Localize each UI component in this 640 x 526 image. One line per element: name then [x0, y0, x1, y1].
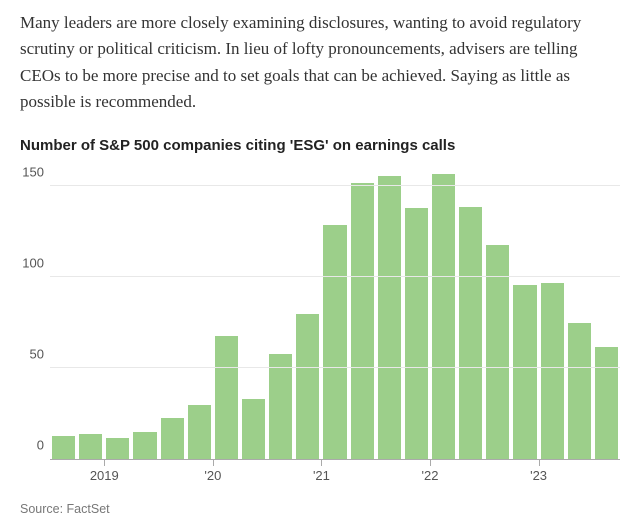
x-tick-label: '23	[530, 468, 547, 483]
bar	[161, 418, 184, 460]
x-tick	[213, 460, 214, 466]
intro-paragraph: Many leaders are more closely examining …	[20, 10, 620, 115]
bar	[215, 336, 238, 460]
x-tick-label: 2019	[90, 468, 119, 483]
gridline	[50, 185, 620, 186]
gridline	[50, 367, 620, 368]
bar	[242, 399, 265, 459]
chart-title: Number of S&P 500 companies citing 'ESG'…	[20, 137, 620, 154]
chart-source: Source: FactSet	[20, 502, 620, 516]
bar	[52, 436, 75, 460]
bar	[405, 208, 428, 459]
bar	[79, 434, 102, 459]
y-tick-label: 0	[37, 438, 44, 453]
bar	[269, 354, 292, 459]
bar	[296, 314, 319, 460]
bar	[323, 225, 346, 460]
bar	[188, 405, 211, 460]
x-tick	[104, 460, 105, 466]
plot-area	[50, 168, 620, 460]
bar	[106, 438, 129, 460]
bar	[513, 285, 536, 460]
x-axis: 2019 '20 '21 '22 '23	[50, 460, 620, 488]
bar	[378, 176, 401, 460]
bar	[351, 183, 374, 459]
x-tick	[430, 460, 431, 466]
y-tick-label: 150	[22, 164, 44, 179]
y-tick-label: 50	[30, 347, 44, 362]
bar	[133, 432, 156, 459]
x-tick-label: '22	[422, 468, 439, 483]
y-tick-label: 100	[22, 255, 44, 270]
bars-container	[50, 168, 620, 459]
bar	[432, 174, 455, 460]
bar	[541, 283, 564, 459]
bar	[595, 347, 618, 460]
gridline	[50, 276, 620, 277]
x-tick-label: '20	[204, 468, 221, 483]
bar	[486, 245, 509, 460]
x-tick-label: '21	[313, 468, 330, 483]
bar	[568, 323, 591, 459]
x-tick	[321, 460, 322, 466]
y-axis: 050100150	[20, 168, 50, 460]
chart: 050100150 2019'20'21'22'23	[20, 168, 620, 488]
x-tick	[539, 460, 540, 466]
bar	[459, 207, 482, 460]
